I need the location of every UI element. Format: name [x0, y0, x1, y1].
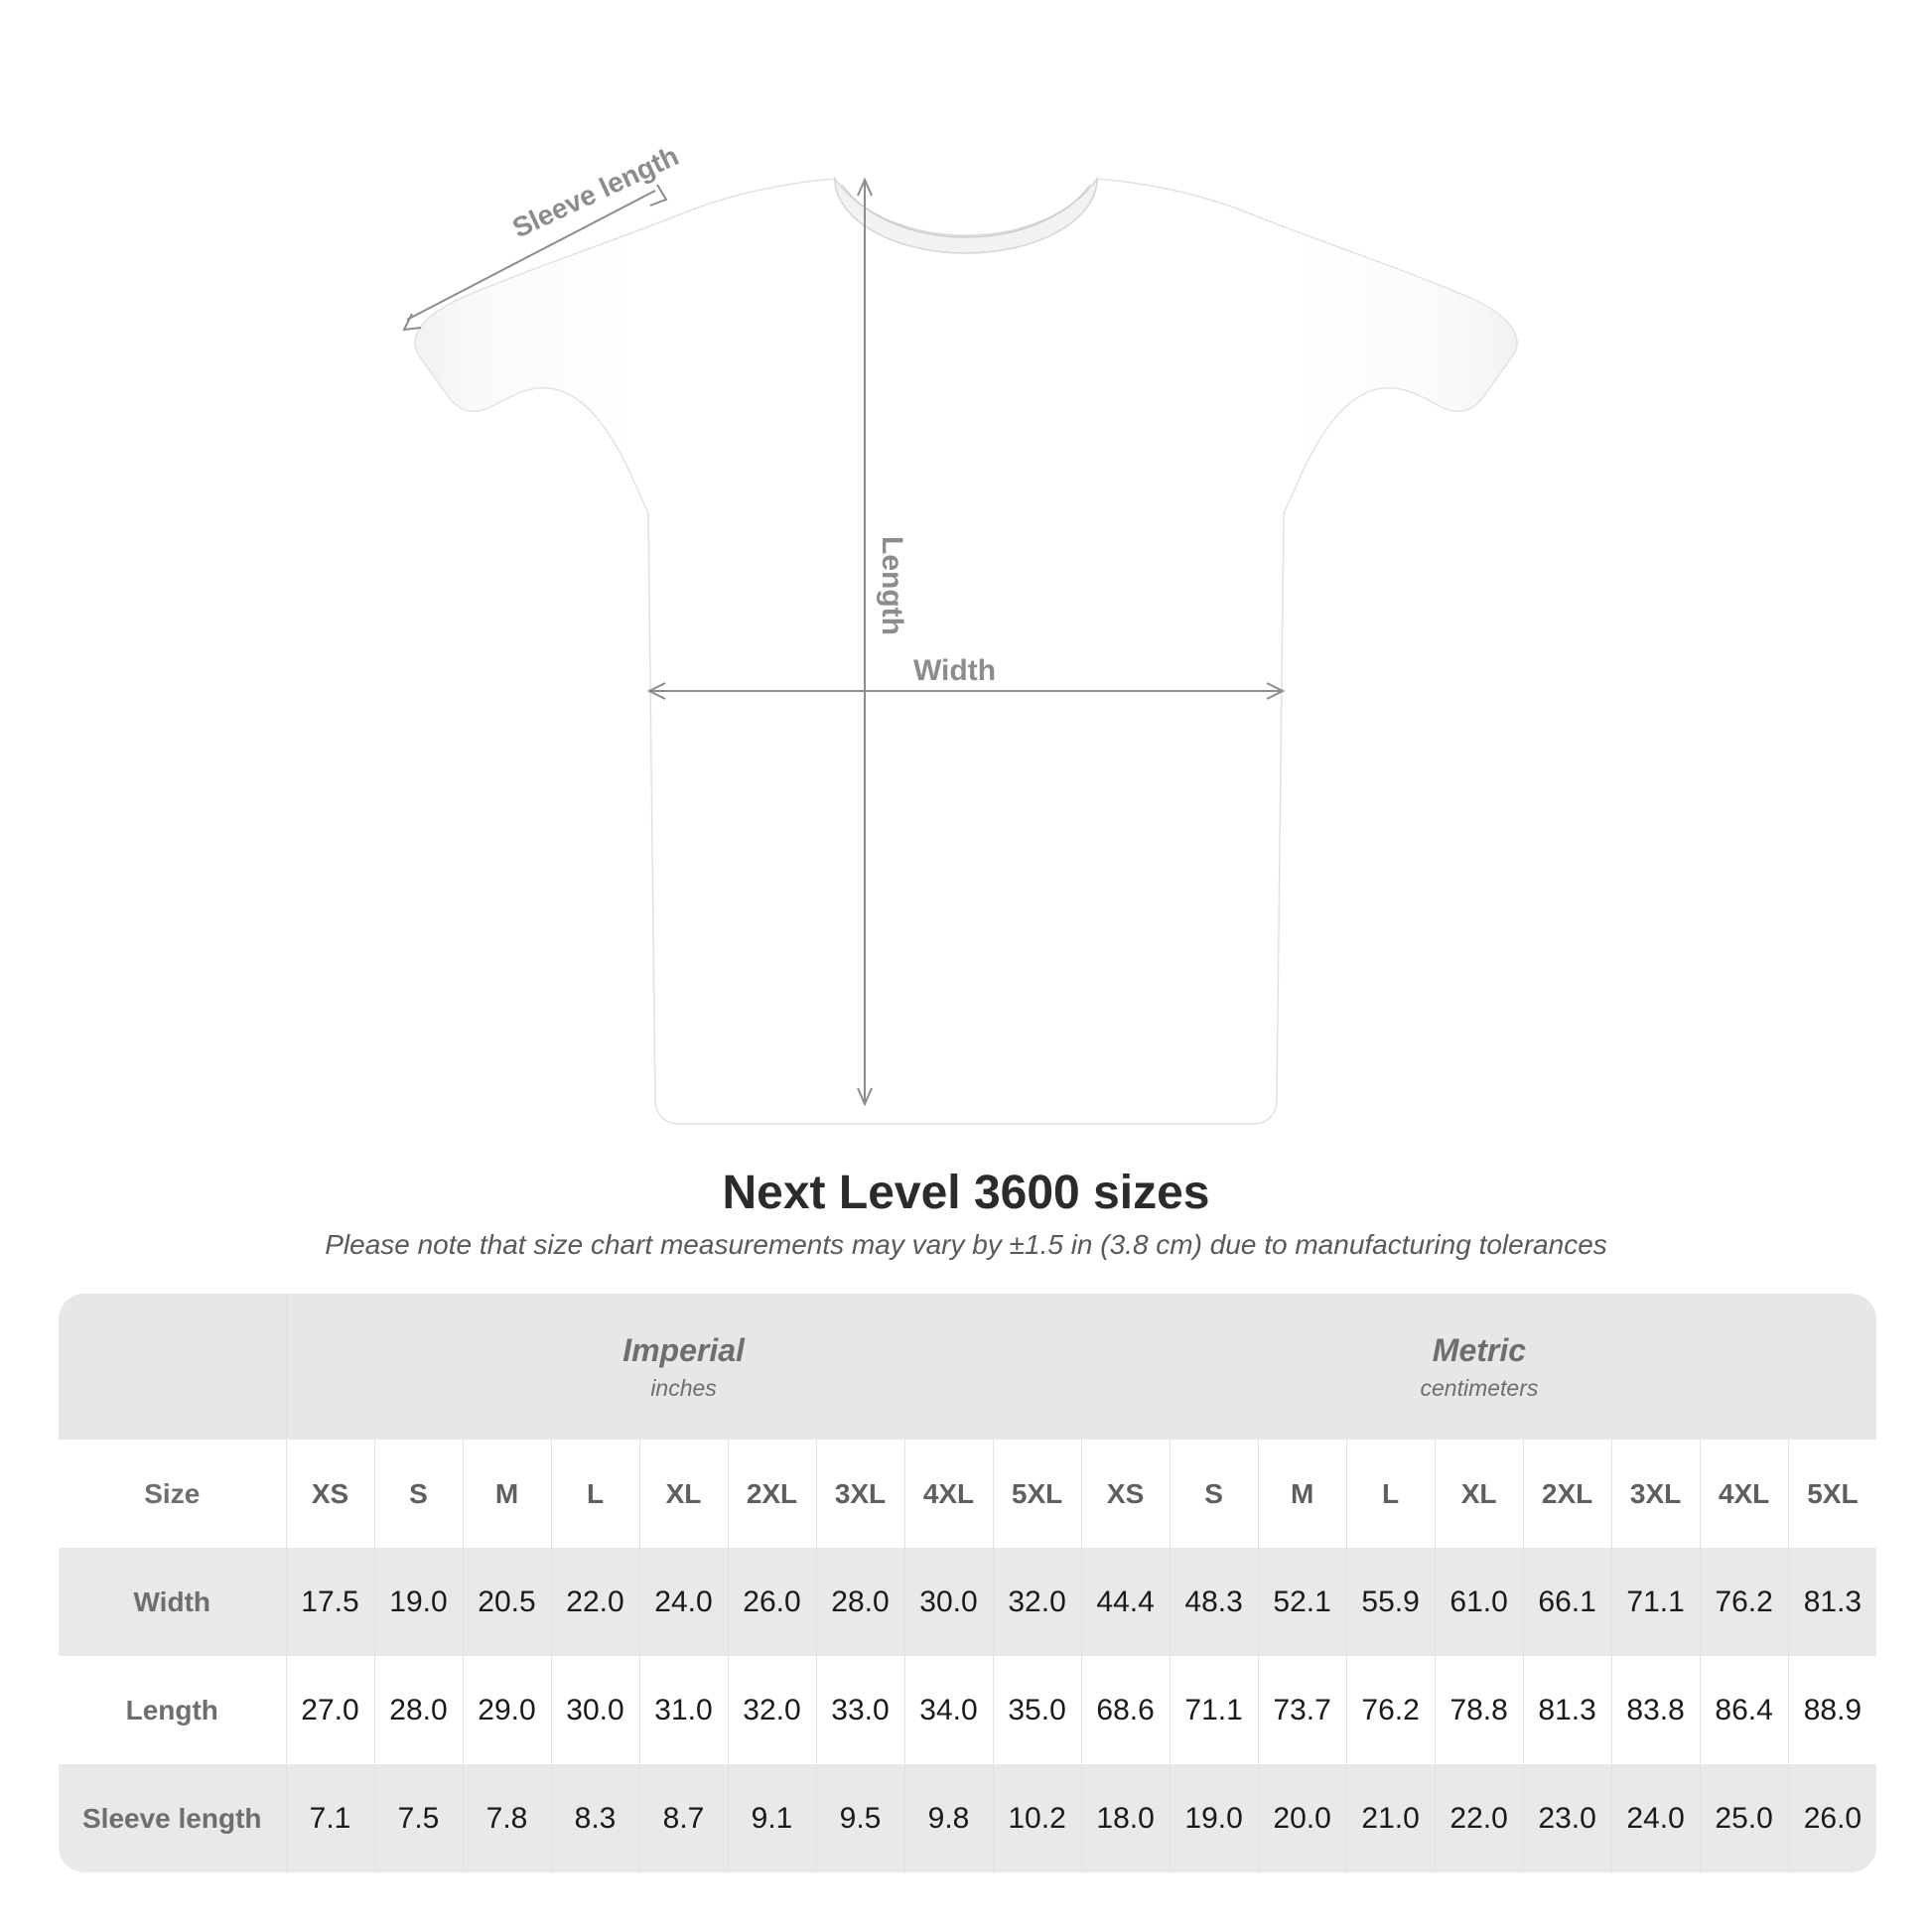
svg-text:Width: Width	[913, 654, 996, 687]
svg-text:Length: Length	[876, 536, 908, 635]
